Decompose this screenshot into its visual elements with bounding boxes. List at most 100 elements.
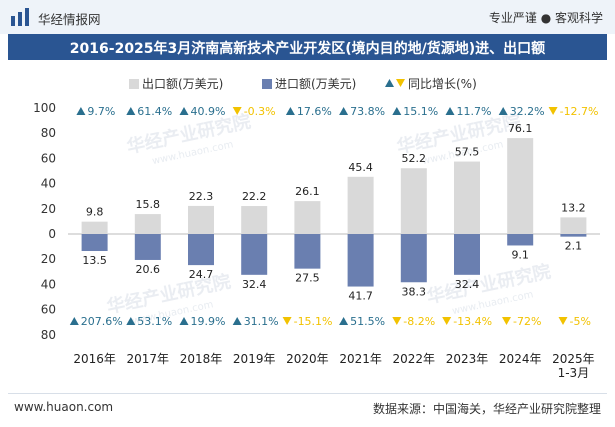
import-growth-label: -8.2% <box>403 315 435 328</box>
x-tick-label: 2023年 <box>446 352 489 366</box>
x-tick-label: 2019年 <box>233 352 276 366</box>
x-tick-label: 2025年 <box>552 352 595 366</box>
import-growth-down-icon <box>392 317 402 325</box>
x-tick-label: 2022年 <box>393 352 436 366</box>
import-growth-label: 31.1% <box>244 315 279 328</box>
export-growth-up-icon <box>339 107 349 115</box>
export-growth-up-icon <box>76 107 86 115</box>
import-value-label: 32.4 <box>455 278 480 291</box>
y-tick-label: 20 <box>41 202 56 216</box>
import-growth-label: -13.4% <box>453 315 492 328</box>
x-tick-label: 2018年 <box>180 352 223 366</box>
import-bar <box>507 234 534 246</box>
export-growth-label: 32.2% <box>510 105 545 118</box>
import-growth-down-icon <box>502 317 511 325</box>
import-bar <box>454 234 480 275</box>
y-tick-label: 60 <box>41 303 56 317</box>
import-bar <box>560 234 587 237</box>
export-growth-down-icon <box>548 107 558 115</box>
export-bar <box>454 161 480 234</box>
import-growth-up-icon <box>339 317 349 325</box>
export-growth-label: 40.9% <box>191 105 226 118</box>
top-bar: 华经情报网 专业严谨 ● 客观科学 <box>0 0 615 34</box>
legend-label-export: 出口额(万美元) <box>142 77 223 91</box>
import-growth-label: -5% <box>570 315 591 328</box>
import-value-label: 32.4 <box>242 278 267 291</box>
export-value-label: 45.4 <box>348 161 373 174</box>
x-tick-label: 2021年 <box>339 352 382 366</box>
export-bar <box>81 221 108 234</box>
export-growth-down-icon <box>232 107 242 115</box>
export-bar <box>134 214 161 234</box>
y-tick-label: 0 <box>48 227 56 241</box>
export-growth-label: 73.8% <box>350 105 385 118</box>
import-bar <box>241 234 268 275</box>
export-value-label: 76.1 <box>508 122 533 135</box>
y-tick-label: 40 <box>41 277 56 291</box>
import-growth-label: -72% <box>513 315 541 328</box>
import-value-label: 24.7 <box>189 268 214 281</box>
slogan: 专业严谨 ● 客观科学 <box>488 11 603 25</box>
export-growth-label: 9.7% <box>87 105 115 118</box>
import-bar <box>81 234 108 252</box>
export-bar <box>188 205 214 234</box>
title-bar: 2016-2025年3月济南高新技术产业开发区(境内目的地/货源地)进、出口额 <box>8 34 607 60</box>
import-value-label: 38.3 <box>402 285 427 298</box>
import-growth-down-icon <box>558 317 568 325</box>
x-tick-label: 1-3月 <box>558 366 590 380</box>
export-growth-label: -12.7% <box>560 105 599 118</box>
y-tick-label: 60 <box>41 151 56 165</box>
export-value-label: 15.8 <box>136 198 161 211</box>
x-tick-label: 2017年 <box>127 352 170 366</box>
legend-swatch-import <box>262 79 272 89</box>
legend-up-icon <box>385 79 394 87</box>
export-growth-up-icon <box>126 107 136 115</box>
import-value-label: 13.5 <box>82 254 107 267</box>
export-growth-label: 17.6% <box>297 105 332 118</box>
export-growth-up-icon <box>392 107 402 115</box>
import-growth-label: 207.6% <box>81 315 123 328</box>
import-growth-label: -15.1% <box>294 315 333 328</box>
import-bar <box>294 234 321 269</box>
legend-swatch-export <box>129 79 139 89</box>
import-value-label: 2.1 <box>565 240 583 253</box>
import-value-label: 27.5 <box>295 272 320 285</box>
footer-source: 数据来源：中国海关，华经产业研究院整理 <box>372 402 601 416</box>
import-growth-up-icon <box>232 317 242 325</box>
export-growth-up-icon <box>445 107 455 115</box>
y-tick-label: 40 <box>41 177 56 191</box>
export-value-label: 13.2 <box>561 201 586 214</box>
legend-label-import: 进口额(万美元) <box>275 77 356 91</box>
import-growth-down-icon <box>442 317 452 325</box>
brand-name: 华经情报网 <box>38 12 101 27</box>
import-growth-up-icon <box>126 317 136 325</box>
legend-label-growth: 同比增长(%) <box>408 77 477 91</box>
y-tick-label: 100 <box>33 101 56 115</box>
export-growth-label: 11.7% <box>457 105 492 118</box>
export-bar <box>560 217 587 234</box>
import-value-label: 9.1 <box>511 248 529 261</box>
x-tick-label: 2020年 <box>286 352 329 366</box>
logo-icon <box>11 8 29 26</box>
export-value-label: 52.2 <box>402 152 427 165</box>
import-growth-label: 53.1% <box>137 315 172 328</box>
footer-site: www.huaon.com <box>14 400 114 414</box>
export-growth-label: 15.1% <box>403 105 438 118</box>
import-bar <box>347 234 374 287</box>
import-bar <box>400 234 427 283</box>
import-growth-up-icon <box>179 317 189 325</box>
x-tick-label: 2024年 <box>499 352 542 366</box>
export-value-label: 26.1 <box>295 185 320 198</box>
export-bar <box>294 201 321 234</box>
y-tick-label: 80 <box>41 328 56 342</box>
export-bar <box>241 206 268 234</box>
import-growth-down-icon <box>282 317 292 325</box>
import-growth-label: 19.9% <box>191 315 226 328</box>
export-bar <box>347 176 374 234</box>
import-growth-label: 51.5% <box>350 315 385 328</box>
export-growth-up-icon <box>285 107 295 115</box>
import-growth-up-icon <box>69 317 79 325</box>
export-growth-up-icon <box>179 107 189 115</box>
